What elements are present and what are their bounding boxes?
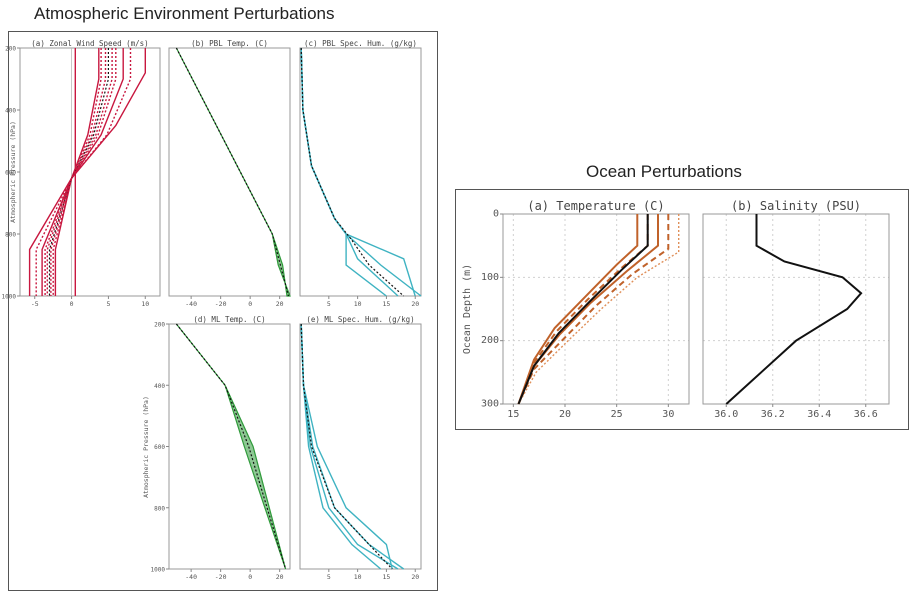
- y-axis-label-atm-bottom: Atmospheric Pressure (hPa): [142, 396, 150, 498]
- atmosphere-figure-frame: [8, 31, 438, 591]
- panel-border: [299, 323, 422, 570]
- x-tick-label: 36.0: [714, 409, 738, 420]
- x-tick-label: -20: [215, 573, 227, 581]
- series-line: [517, 214, 670, 405]
- series-line: [517, 214, 639, 405]
- panel-title: (b) PBL Temp. (C): [191, 39, 268, 48]
- x-tick-label: 15: [383, 300, 391, 308]
- y-tick-label: 200: [5, 46, 16, 53]
- ocean-figure-frame: [455, 189, 909, 430]
- panel-border: [168, 47, 291, 297]
- panel-title: (d) ML Temp. (C): [193, 315, 265, 324]
- atmosphere-title: Atmospheric Environment Perturbations: [34, 4, 335, 23]
- x-tick-label: 20: [559, 409, 571, 420]
- series-line: [52, 48, 102, 296]
- x-tick-label: -20: [215, 300, 227, 308]
- y-tick-label: 800: [154, 505, 165, 512]
- x-tick-label: 20: [411, 300, 419, 308]
- x-tick-label: 15: [383, 573, 391, 581]
- panel-title: (c) PBL Spec. Hum. (g/kg): [304, 39, 417, 48]
- y-tick-label: 200: [154, 322, 165, 329]
- panel-title: (a) Zonal Wind Speed (m/s): [31, 39, 148, 48]
- x-tick-label: 20: [276, 300, 284, 308]
- x-tick-label: 36.2: [761, 409, 785, 420]
- x-tick-label: 5: [327, 573, 331, 581]
- x-tick-label: 10: [354, 300, 362, 308]
- x-tick-label: 36.6: [854, 409, 878, 420]
- panel-title: (e) ML Spec. Hum. (g/kg): [306, 315, 414, 324]
- x-tick-label: 10: [141, 300, 149, 308]
- x-tick-label: 30: [662, 409, 674, 420]
- y-tick-label: 400: [154, 383, 165, 390]
- panel-border: [299, 47, 422, 297]
- x-tick-label: 5: [327, 300, 331, 308]
- series-line: [300, 47, 405, 297]
- x-tick-label: 0: [248, 300, 252, 308]
- series-line: [35, 48, 132, 296]
- series-line: [300, 323, 399, 570]
- x-tick-label: 10: [354, 573, 362, 581]
- series-line: [300, 323, 405, 570]
- y-tick-label: 0: [493, 209, 499, 220]
- panel-title: (b) Salinity (PSU): [731, 199, 861, 213]
- x-tick-label: 0: [70, 300, 74, 308]
- x-tick-label: -40: [185, 573, 197, 581]
- series-line: [300, 47, 399, 297]
- series-line: [175, 323, 287, 570]
- x-tick-label: 5: [106, 300, 110, 308]
- y-tick-label: 200: [481, 335, 499, 346]
- series-line: [300, 323, 393, 570]
- panel-border: [502, 213, 690, 405]
- panel-border: [702, 213, 890, 405]
- x-tick-label: 36.4: [807, 409, 831, 420]
- y-axis-label-ocean: Ocean Depth (m): [462, 264, 473, 354]
- y-tick-label: 400: [5, 108, 16, 115]
- y-tick-label: 600: [5, 170, 16, 177]
- y-tick-label: 1000: [2, 294, 17, 301]
- x-tick-label: -40: [185, 300, 197, 308]
- panel-border: [168, 323, 291, 570]
- series-line: [41, 48, 124, 296]
- y-tick-label: 100: [481, 272, 499, 283]
- x-tick-label: 0: [248, 573, 252, 581]
- y-tick-label: 1000: [151, 567, 166, 574]
- series-line: [517, 214, 649, 405]
- series-line: [725, 214, 863, 405]
- y-tick-label: 600: [154, 444, 165, 451]
- panel-title: (a) Temperature (C): [527, 199, 664, 213]
- x-tick-label: 15: [507, 409, 519, 420]
- x-tick-label: 20: [276, 573, 284, 581]
- y-tick-label: 800: [5, 232, 16, 239]
- series-line: [46, 48, 113, 296]
- x-tick-label: 25: [611, 409, 623, 420]
- envelope-area: [175, 323, 287, 570]
- x-tick-label: 20: [411, 573, 419, 581]
- y-axis-label-atm-top: Atmospheric Pressure (hPa): [9, 121, 17, 223]
- series-line: [175, 47, 290, 297]
- y-tick-label: 300: [481, 399, 499, 410]
- ocean-title: Ocean Perturbations: [586, 162, 742, 181]
- series-line: [54, 48, 100, 296]
- series-line: [50, 48, 107, 296]
- series-line: [517, 214, 680, 405]
- series-line: [300, 323, 393, 570]
- series-line: [44, 48, 117, 296]
- envelope-area: [175, 47, 291, 297]
- x-tick-label: -5: [31, 300, 39, 308]
